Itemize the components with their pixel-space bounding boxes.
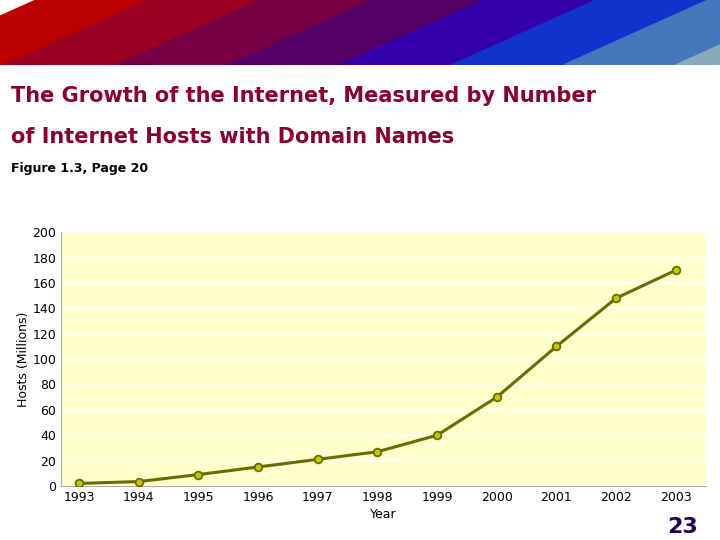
Text: Figure 1.3, Page 20: Figure 1.3, Page 20 (11, 162, 148, 175)
X-axis label: Year: Year (370, 508, 397, 521)
Polygon shape (4, 0, 296, 65)
Polygon shape (452, 0, 720, 65)
Polygon shape (340, 0, 632, 65)
Text: of Internet Hosts with Domain Names: of Internet Hosts with Domain Names (11, 127, 454, 147)
Polygon shape (228, 0, 520, 65)
Polygon shape (0, 0, 184, 65)
Text: The Growth of the Internet, Measured by Number: The Growth of the Internet, Measured by … (11, 86, 596, 106)
Polygon shape (564, 0, 720, 65)
Polygon shape (676, 0, 720, 65)
Text: 23: 23 (667, 517, 698, 537)
Polygon shape (116, 0, 408, 65)
Y-axis label: Hosts (Millions): Hosts (Millions) (17, 312, 30, 407)
